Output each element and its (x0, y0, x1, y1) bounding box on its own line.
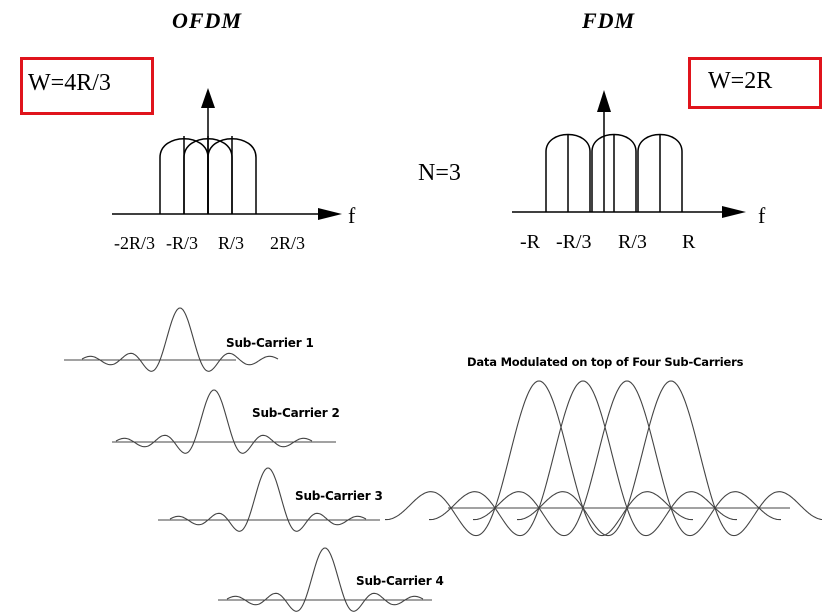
ofdm-vertical-arrow (201, 88, 215, 108)
subcarrier-label: Sub-Carrier 2 (252, 406, 340, 420)
combined-spectrum (385, 380, 822, 537)
fdm-tick-label: -R/3 (556, 231, 592, 253)
ofdm-tick-label: 2R/3 (270, 233, 306, 253)
subcarrier-sinc-wave (169, 467, 367, 532)
fdm-vertical-arrow (597, 90, 611, 112)
fdm-tick-label: R (682, 231, 696, 253)
subcarrier-label: Sub-Carrier 1 (226, 336, 314, 350)
fdm-title: FDM (582, 8, 636, 33)
n-label: N=3 (418, 160, 461, 186)
ofdm-tick-label: R/3 (218, 233, 245, 253)
fdm-bandwidth-label: W=2R (708, 68, 773, 94)
subcarrier-sinc-wave (115, 389, 313, 454)
fdm-axis-label: f (758, 203, 766, 228)
ofdm-axes (112, 88, 342, 220)
ofdm-bandwidth-label: W=4R/3 (28, 70, 111, 96)
subcarrier-label: Sub-Carrier 4 (356, 574, 444, 588)
combined-subcarrier-wave (429, 380, 737, 537)
ofdm-tick-label: -R/3 (166, 233, 199, 253)
fdm-tick-label: R/3 (618, 231, 647, 253)
subcarrier-sinc-wave (81, 307, 279, 372)
combined-spectrum-title: Data Modulated on top of Four Sub-Carrie… (467, 355, 744, 369)
combined-subcarrier-wave (385, 380, 693, 537)
ofdm-axis-label: f (348, 203, 356, 228)
ofdm-subcarriers (159, 136, 257, 214)
fdm-bandwidth-box (688, 57, 822, 109)
subcarrier-label: Sub-Carrier 3 (295, 489, 383, 503)
combined-subcarrier-wave (517, 380, 822, 537)
ofdm-tick-label: -2R/3 (114, 233, 156, 253)
combined-subcarrier-wave (473, 380, 781, 537)
fdm-axes (512, 90, 746, 218)
fdm-axis-arrow (722, 206, 746, 218)
ofdm-axis-arrow (318, 208, 342, 220)
fdm-subcarriers (545, 133, 683, 212)
ofdm-title: OFDM (172, 8, 243, 33)
subcarrier-sinc-wave (226, 547, 424, 612)
ofdm-bandwidth-box (20, 57, 154, 115)
sinc-waveforms (64, 307, 432, 612)
fdm-tick-label: -R (520, 231, 540, 253)
